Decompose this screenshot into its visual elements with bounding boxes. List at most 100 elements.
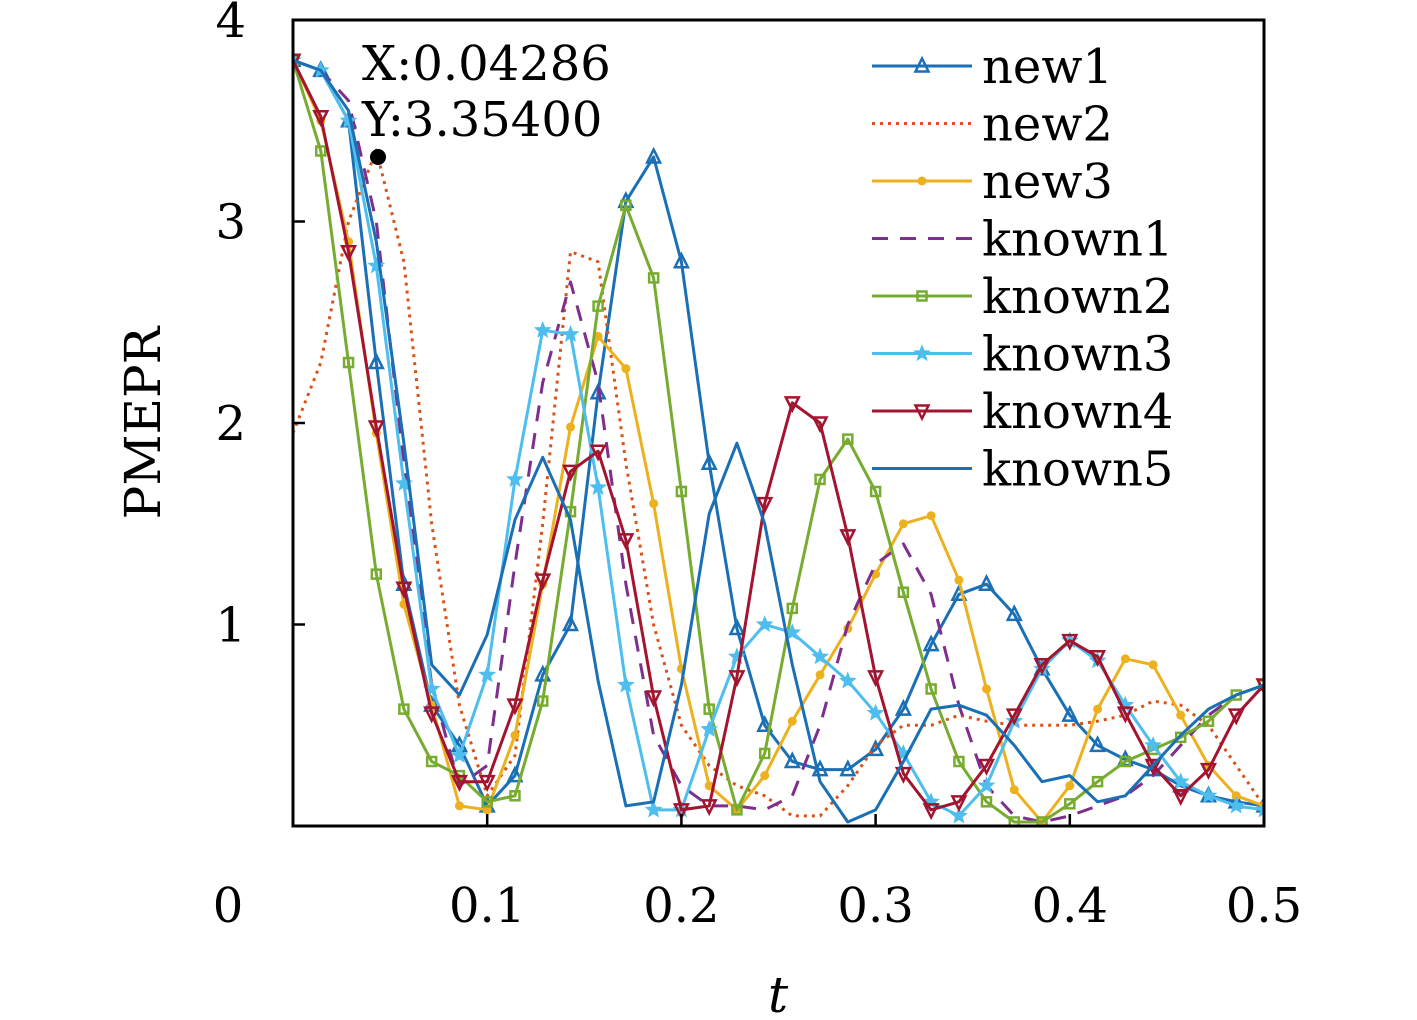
data-point-new1 (700, 453, 718, 471)
series-line-known5 (293, 58, 1264, 824)
data-point-known2 (1064, 798, 1076, 810)
data-point-known4 (506, 698, 524, 716)
data-point-known3 (1144, 736, 1162, 754)
data-point-known4 (1116, 706, 1134, 724)
data-point-new3 (454, 801, 464, 811)
data-point-known4 (867, 670, 885, 688)
data-point-new3 (815, 670, 825, 680)
data-point-known4 (589, 444, 607, 462)
data-point-new3 (621, 364, 631, 374)
data-point-new1 (672, 251, 690, 269)
data-point-new3 (482, 805, 492, 815)
legend-entry-known5: known5 (872, 442, 1173, 498)
data-point-new3 (1093, 704, 1103, 714)
data-point-new1 (1061, 704, 1079, 722)
data-point-known2 (953, 755, 965, 768)
legend-entry-known2: known2 (872, 269, 1173, 325)
data-point-new1 (506, 765, 524, 783)
data-point-known4 (700, 799, 718, 817)
data-point-new1 (728, 618, 746, 636)
data-point-known2 (869, 485, 882, 498)
legend-label: known3 (982, 327, 1173, 383)
datatip-x-label: X:0.04286 (362, 36, 611, 92)
data-point-known4 (367, 420, 385, 438)
legend-marker (913, 55, 931, 73)
data-point-known3 (561, 324, 580, 342)
data-point-known2 (536, 695, 549, 707)
datatip-y-label: Y:3.35400 (361, 92, 602, 148)
data-point-new3 (1148, 660, 1158, 670)
legend-label: known1 (982, 212, 1173, 268)
data-point-known2 (814, 473, 826, 486)
data-point-new3 (510, 730, 520, 740)
data-point-new3 (1009, 785, 1019, 795)
data-point-known2 (842, 433, 854, 445)
data-point-known2 (675, 485, 688, 498)
data-point-new1 (839, 759, 857, 777)
data-point-new3 (787, 716, 797, 726)
data-point-new1 (589, 382, 607, 400)
data-point-known2 (703, 703, 715, 715)
series-line-known4 (293, 59, 1264, 812)
y-tick-label: 4 (215, 0, 246, 49)
y-tick-label: 3 (215, 195, 246, 251)
data-point-new3 (1065, 781, 1075, 791)
x-tick-label: 0.3 (837, 878, 913, 934)
data-point-known4 (1227, 708, 1245, 726)
data-point-known4 (783, 396, 801, 414)
data-point-known2 (398, 703, 410, 715)
data-point-known4 (756, 496, 774, 514)
data-point-known4 (423, 706, 441, 724)
x-tick-label: 0 (213, 878, 244, 934)
legend-label: known4 (982, 384, 1173, 440)
series-layer (293, 50, 1264, 826)
legend-label: new1 (982, 39, 1113, 95)
data-point-known3 (866, 703, 885, 721)
data-point-new1 (645, 146, 663, 164)
data-point-known4 (617, 533, 635, 551)
legend-label: new3 (982, 154, 1113, 210)
legend: new1new2new3known1known2known3known4know… (872, 39, 1173, 498)
data-point-known4 (1172, 789, 1190, 807)
data-point-new1 (1089, 735, 1107, 753)
data-point-new3 (566, 422, 576, 432)
data-point-known2 (1008, 816, 1021, 826)
data-point-new1 (756, 714, 774, 732)
data-point-new1 (894, 698, 912, 716)
data-point-known2 (1119, 755, 1132, 768)
data-point-known2 (370, 568, 383, 580)
data-point-known2 (731, 804, 743, 816)
data-point-known4 (728, 670, 746, 688)
data-point-known2 (925, 683, 937, 695)
legend-entry-known3: known3 (872, 327, 1173, 383)
data-point-new3 (954, 575, 964, 585)
data-point-known2 (1202, 715, 1215, 727)
legend-entry-new3: new3 (872, 154, 1113, 210)
data-point-new1 (867, 739, 885, 757)
x-tick-label: 0.5 (1226, 878, 1302, 934)
ticks-layer: 0 0.1 0.2 0.3 0.4 0.5 1 2 3 4 (213, 0, 1302, 934)
data-point-known2 (1230, 689, 1242, 701)
data-point-known4 (922, 803, 940, 821)
data-point-new1 (367, 352, 385, 370)
data-point-known3 (506, 470, 524, 488)
data-point-new1 (922, 634, 940, 652)
data-point-known2 (897, 586, 910, 599)
data-point-known3 (977, 776, 996, 794)
data-point-known4 (450, 774, 468, 792)
data-point-known4 (1144, 758, 1162, 776)
data-point-known3 (1227, 796, 1246, 814)
data-point-known4 (894, 766, 912, 784)
data-point-known4 (312, 109, 330, 128)
data-point-new3 (760, 771, 770, 781)
legend-entry-new1: new1 (872, 39, 1113, 95)
data-point-known2 (425, 755, 438, 768)
legend-entry-known4: known4 (872, 384, 1173, 440)
data-point-new3 (1231, 791, 1241, 801)
data-point-known3 (811, 647, 829, 665)
data-point-known3 (478, 665, 497, 683)
series-line-new3 (293, 59, 1264, 824)
data-point-known2 (1091, 775, 1104, 788)
data-point-known3 (450, 746, 469, 763)
